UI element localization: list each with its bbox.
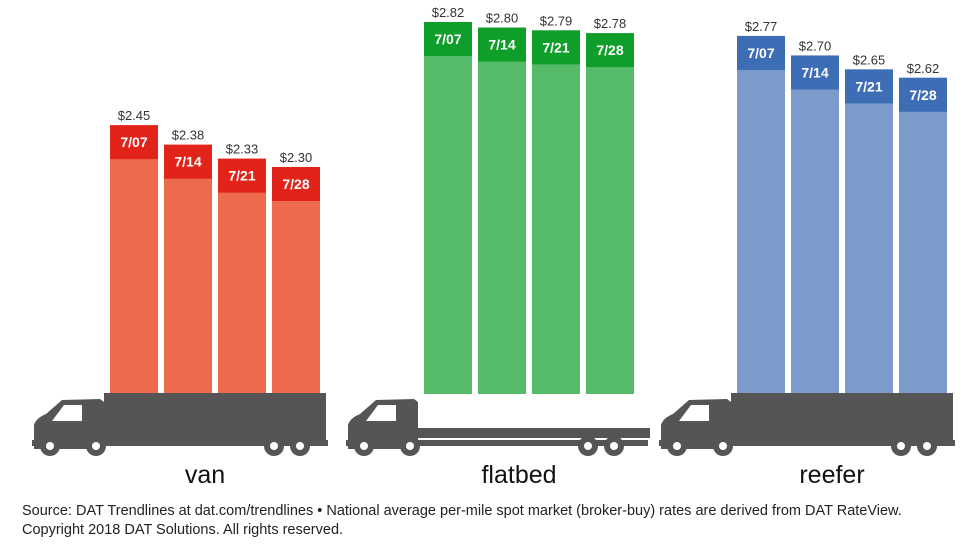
bar-flatbed-7-14 [478,27,526,394]
bar-van-7-28 [272,167,320,394]
date-label: 7/28 [909,87,936,103]
value-label: $2.33 [226,142,259,157]
group-label-reefer: reefer [799,461,864,489]
value-label: $2.30 [280,150,313,165]
bar-flatbed-7-21 [532,30,580,394]
truck-hubcap [406,442,414,450]
bar-header-reefer-7-21 [845,69,893,104]
value-label: $2.45 [118,108,151,123]
bar-reefer-7-14 [791,55,839,394]
date-label: 7/07 [747,45,774,61]
truck-hubcap [296,442,304,450]
truck-window [679,405,709,421]
value-label: $2.70 [799,38,832,53]
group-label-van: van [185,461,225,489]
date-label: 7/21 [855,78,882,94]
bar-reefer-7-07 [737,35,785,394]
bar-header-flatbed-7-21 [532,30,580,65]
truck-chassis [346,440,648,446]
value-label: $2.38 [172,128,205,143]
group-van: 7/07 $2.45 7/14 $2.38 7/21 $2.33 7/28 $2.30 van [32,108,328,489]
bar-header-flatbed-7-14 [478,27,526,62]
value-label: $2.79 [540,13,573,28]
truck-hubcap [584,442,592,450]
truck-hubcap [923,442,931,450]
date-label: 7/21 [228,168,255,184]
bar-reefer-7-21 [845,69,893,395]
chart-canvas: 7/07$2.457/14$2.387/21$2.337/28$2.30van7… [32,5,955,489]
bar-van-7-07 [110,125,158,394]
value-label: $2.80 [486,11,519,26]
date-label: 7/28 [282,176,309,192]
truck-icon [346,399,650,456]
bar-header-flatbed-7-07 [424,22,472,56]
bar-van-7-14 [164,144,212,394]
bar-van-7-21 [218,158,266,394]
value-label: $2.82 [432,5,465,20]
truck-hubcap [673,442,681,450]
value-label: $2.77 [745,19,778,34]
source-note: Source: DAT Trendlines at dat.com/trendl… [22,503,902,538]
value-label: $2.65 [853,52,886,67]
bar-header-van-7-21 [218,158,266,193]
group-reefer: 7/07 $2.77 7/14 $2.70 7/21 $2.65 7/28 $2.62 reef… [659,19,955,489]
bar-header-reefer-7-28 [899,77,947,112]
date-label: 7/14 [174,154,201,170]
truck-hubcap [719,442,727,450]
truck-trailer [104,393,326,445]
date-label: 7/07 [120,134,147,150]
truck-deck [418,428,650,438]
bar-flatbed-7-28 [586,33,634,395]
truck-hubcap [360,442,368,450]
truck-trailer [731,393,953,445]
bar-header-reefer-7-07 [737,35,785,70]
date-label: 7/14 [488,37,515,53]
truck-chassis [32,440,328,446]
bar-header-van-7-14 [164,144,212,179]
truck-icon [659,393,955,456]
bar-reefer-7-28 [899,77,947,395]
value-label: $2.78 [594,16,627,31]
truck-window [52,405,82,421]
date-label: 7/07 [434,31,461,47]
truck-hubcap [92,442,100,450]
bar-header-van-7-07 [110,125,158,160]
bar-flatbed-7-07 [424,22,472,394]
date-label: 7/21 [542,39,569,55]
bar-header-reefer-7-14 [791,55,839,90]
truck-hubcap [897,442,905,450]
group-label-flatbed: flatbed [481,461,556,489]
value-label: $2.62 [907,61,940,76]
date-label: 7/28 [596,42,623,58]
truck-hubcap [46,442,54,450]
truck-window [366,405,396,421]
truck-icon [32,393,328,456]
bar-header-flatbed-7-28 [586,33,634,68]
truck-hubcap [610,442,618,450]
truck-chassis [659,440,955,446]
bar-header-van-7-28 [272,167,320,201]
date-label: 7/14 [801,64,828,80]
truck-hubcap [270,442,278,450]
group-flatbed: 7/07 $2.82 7/14 $2.80 7/21 $2.79 7/28 $2.78 flat… [346,5,650,489]
